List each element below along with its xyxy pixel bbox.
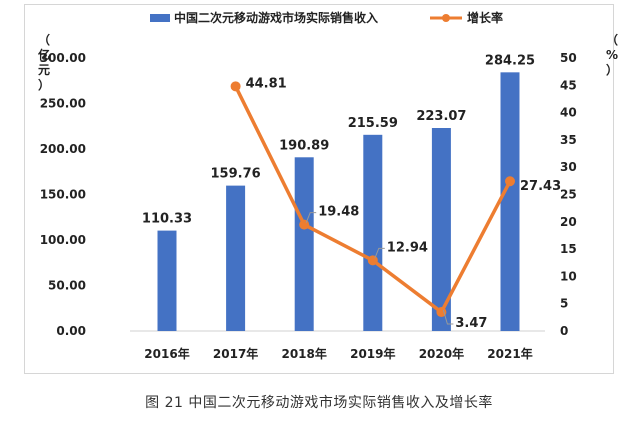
growth-point	[230, 81, 241, 92]
y-right-tick-label: 45	[560, 78, 577, 92]
y-right-tick-label: 30	[560, 160, 577, 174]
bar	[226, 185, 246, 331]
legend-bar-label: 中国二次元移动游戏市场实际销售收入	[174, 10, 378, 25]
chart: 中国二次元移动游戏市场实际销售收入 增长率 （亿元） （%） 0.00 50.00 100.…	[38, 10, 618, 361]
legend-line-marker	[442, 14, 450, 22]
y-left-tick-label: 0.00	[56, 324, 86, 338]
growth-point	[505, 176, 515, 187]
growth-value-label: 3.47	[455, 316, 487, 331]
y-right-tick-label: 50	[560, 51, 577, 65]
bar-value-label: 159.76	[211, 167, 261, 182]
growth-point	[436, 307, 447, 318]
legend-bar-swatch	[150, 14, 170, 22]
bar	[294, 157, 314, 331]
bar	[363, 134, 383, 331]
growth-label-leader	[374, 247, 385, 259]
x-tick-label: 2019年	[350, 346, 395, 361]
bar-value-label: 223.07	[416, 109, 466, 124]
growth-point	[299, 219, 310, 230]
y-right-tick-label: 15	[560, 242, 577, 256]
y-right-tick-label: 40	[560, 106, 577, 120]
y-left-tick-label: 100.00	[40, 233, 86, 247]
y-left-tick-label: 300.00	[40, 51, 86, 65]
growth-value-label: 27.43	[520, 179, 561, 194]
y-right-tick-label: 20	[560, 215, 577, 229]
y-right-tick-label: 35	[560, 133, 577, 147]
y-left-tick-label: 200.00	[40, 142, 86, 156]
y-left-tick-label: 50.00	[48, 279, 86, 293]
x-tick-label: 2018年	[281, 346, 326, 361]
y-left-tick-label: 250.00	[40, 97, 86, 111]
growth-value-label: 19.48	[318, 205, 359, 220]
bar-value-label: 190.89	[279, 138, 329, 153]
y-left-axis-title: （亿元）	[38, 32, 50, 92]
y-right-tick-label: 5	[560, 297, 568, 311]
x-tick-label: 2017年	[213, 346, 258, 361]
growth-value-label: 12.94	[387, 240, 428, 255]
growth-point	[367, 255, 378, 266]
x-tick-label: 2020年	[419, 346, 464, 361]
bar	[500, 72, 520, 332]
x-tick-label: 2021年	[487, 346, 532, 361]
chart-frame	[24, 4, 614, 374]
y-right-tick-label: 0	[560, 324, 568, 338]
bar-value-label: 215.59	[348, 116, 398, 131]
y-right-tick-label: 10	[560, 269, 577, 283]
figure-caption: 图 21 中国二次元移动游戏市场实际销售收入及增长率	[145, 395, 493, 411]
bar-value-label: 110.33	[142, 212, 192, 227]
y-right-axis-title: （%）	[606, 32, 618, 77]
legend-line-label: 增长率	[467, 10, 503, 25]
y-left-tick-label: 150.00	[40, 188, 86, 202]
bar	[157, 230, 177, 331]
x-tick-label: 2016年	[144, 346, 189, 361]
growth-value-label: 44.81	[246, 76, 287, 91]
bar-value-label: 284.25	[485, 53, 535, 68]
growth-label-leader	[305, 212, 317, 223]
growth-label-leader	[442, 309, 454, 325]
bar	[431, 128, 451, 331]
y-right-tick-label: 25	[560, 188, 577, 202]
